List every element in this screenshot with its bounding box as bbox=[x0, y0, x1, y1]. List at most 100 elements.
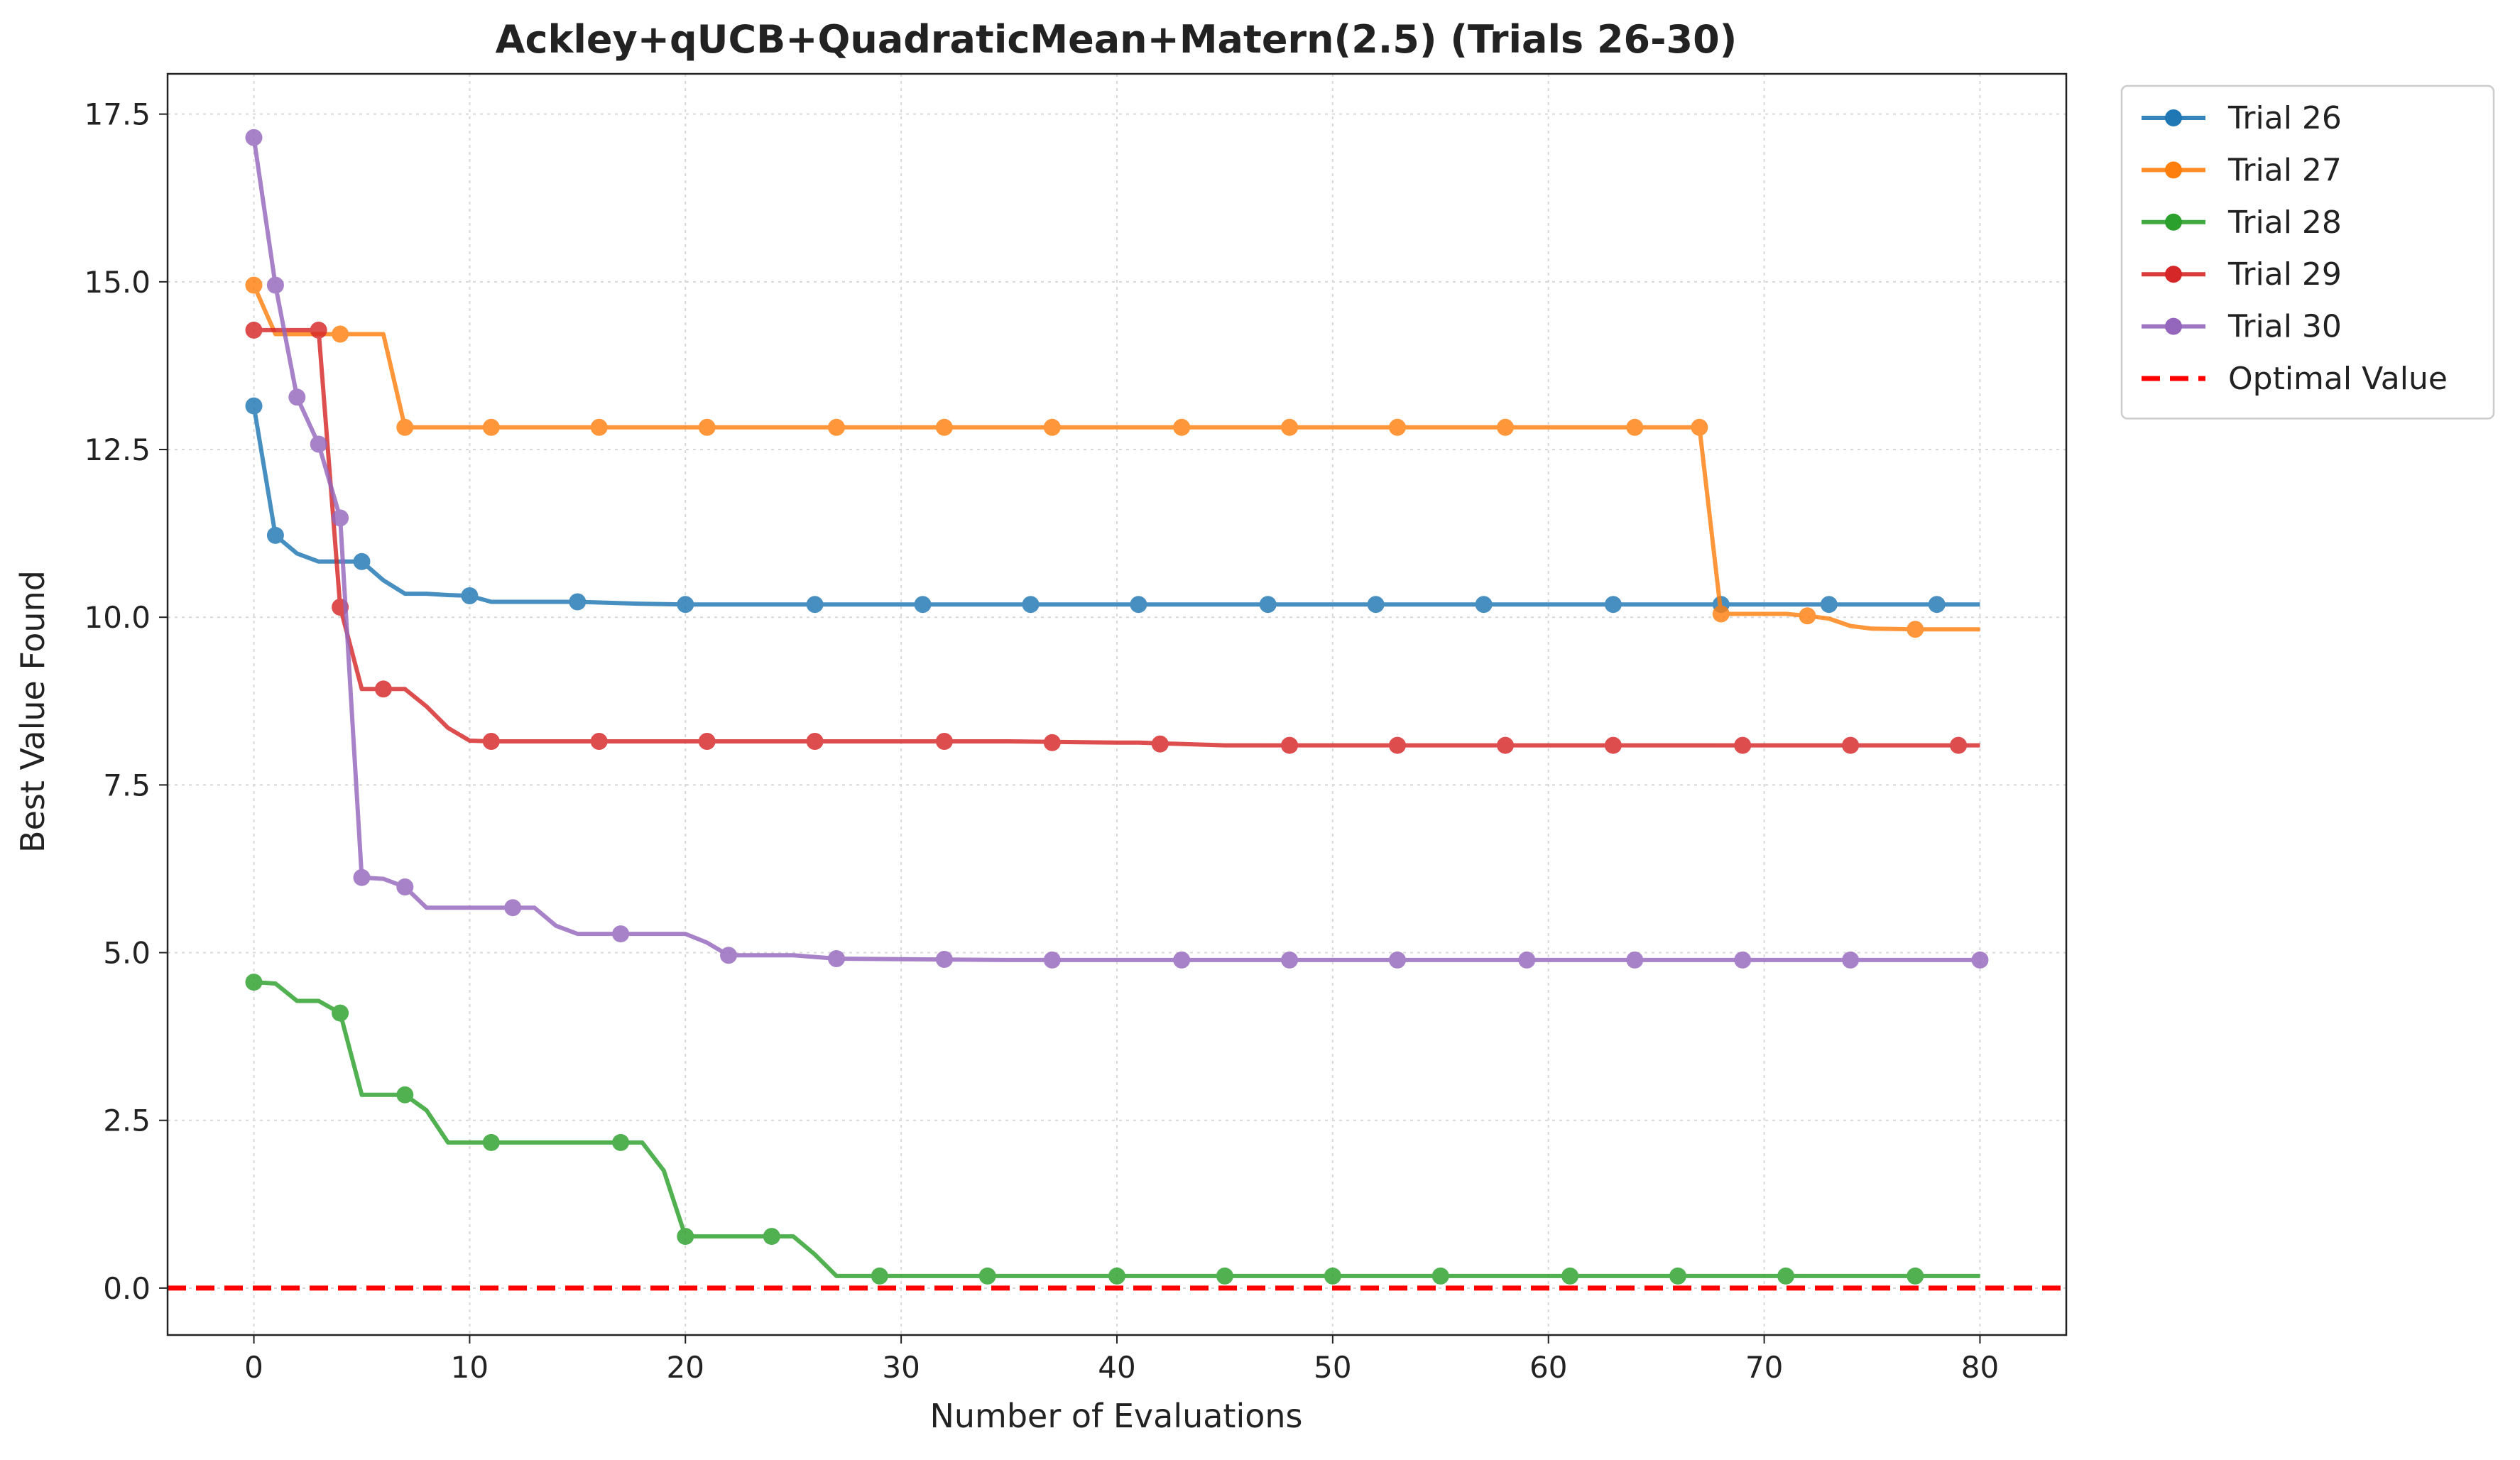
legend-item: Trial 30 bbox=[2142, 309, 2342, 345]
data-point bbox=[396, 878, 414, 895]
y-tick-label: 7.5 bbox=[103, 768, 151, 802]
data-point bbox=[914, 596, 932, 614]
x-tick-label: 70 bbox=[1745, 1350, 1783, 1385]
data-point bbox=[828, 950, 845, 967]
series-line bbox=[251, 405, 1980, 607]
x-tick-label: 80 bbox=[1961, 1350, 1999, 1385]
data-point bbox=[612, 1133, 630, 1151]
data-point bbox=[590, 733, 608, 750]
data-point bbox=[590, 418, 608, 436]
data-point bbox=[1734, 951, 1752, 969]
data-point bbox=[1842, 951, 1860, 969]
series-trial-28 bbox=[245, 974, 1980, 1285]
series-trial-27 bbox=[245, 276, 1980, 638]
plot-area bbox=[168, 74, 2066, 1335]
data-point bbox=[1626, 951, 1644, 969]
data-point bbox=[698, 733, 716, 750]
data-point bbox=[677, 1228, 694, 1246]
data-point bbox=[1518, 951, 1536, 969]
data-point bbox=[1173, 951, 1191, 969]
data-point bbox=[1431, 1267, 1449, 1285]
data-point bbox=[374, 680, 392, 698]
data-point bbox=[1043, 734, 1061, 751]
data-point bbox=[245, 321, 263, 339]
data-point bbox=[1389, 736, 1406, 754]
grid bbox=[168, 74, 2066, 1335]
data-point bbox=[871, 1267, 888, 1285]
data-point bbox=[1367, 596, 1385, 614]
series-trial-29 bbox=[245, 321, 1980, 754]
data-point bbox=[978, 1267, 996, 1285]
legend-label: Trial 27 bbox=[2227, 152, 2342, 188]
data-point bbox=[1669, 1267, 1686, 1285]
data-point bbox=[245, 974, 263, 991]
y-tick-label: 10.0 bbox=[84, 600, 151, 635]
data-point bbox=[1691, 418, 1708, 436]
data-point bbox=[461, 587, 479, 604]
data-point bbox=[245, 276, 263, 294]
x-axis-title: Number of Evaluations bbox=[929, 1397, 1302, 1435]
data-point bbox=[569, 593, 587, 611]
x-tick-label: 40 bbox=[1098, 1350, 1135, 1385]
data-point bbox=[1928, 596, 1946, 614]
data-point bbox=[1626, 418, 1644, 436]
data-point bbox=[1497, 736, 1514, 754]
data-point bbox=[935, 951, 953, 968]
data-point bbox=[720, 947, 737, 964]
legend-item-optimal-value: Optimal Value bbox=[2142, 361, 2448, 397]
data-point bbox=[504, 899, 522, 917]
legend-item: Trial 26 bbox=[2142, 100, 2342, 136]
data-point bbox=[763, 1228, 780, 1246]
data-point bbox=[288, 388, 306, 406]
data-point bbox=[310, 435, 327, 453]
data-point bbox=[1950, 736, 1968, 754]
data-point bbox=[1389, 418, 1406, 436]
data-point bbox=[806, 596, 824, 614]
legend-label: Optimal Value bbox=[2228, 361, 2448, 397]
legend-marker bbox=[2165, 109, 2182, 126]
y-tick-label: 12.5 bbox=[84, 432, 151, 467]
data-point bbox=[1043, 951, 1061, 969]
data-point bbox=[935, 733, 953, 750]
data-point bbox=[1712, 605, 1730, 623]
legend-marker bbox=[2165, 213, 2182, 231]
data-point bbox=[482, 733, 500, 750]
x-tick-label: 20 bbox=[667, 1350, 704, 1385]
y-tick-label: 0.0 bbox=[103, 1271, 151, 1306]
data-point bbox=[245, 397, 263, 415]
y-tick-label: 17.5 bbox=[84, 97, 151, 132]
data-point bbox=[1907, 1267, 1924, 1285]
legend-box bbox=[2120, 85, 2495, 420]
data-point bbox=[1108, 1267, 1125, 1285]
x-tick-label: 10 bbox=[451, 1350, 489, 1385]
x-tick-label: 0 bbox=[244, 1350, 263, 1385]
data-point bbox=[396, 418, 414, 436]
data-point bbox=[1022, 596, 1040, 614]
data-point bbox=[1604, 596, 1622, 614]
legend: Trial 26 Trial 27 Trial 28 Trial 29 Trial 30… bbox=[2120, 85, 2495, 420]
series-line bbox=[253, 327, 1980, 748]
data-point bbox=[396, 1086, 414, 1104]
data-point bbox=[1799, 607, 1816, 625]
data-point bbox=[935, 418, 953, 436]
data-point bbox=[1734, 736, 1752, 754]
chart-title: Ackley+qUCB+QuadraticMean+Matern(2.5) (T… bbox=[496, 17, 1738, 62]
data-point bbox=[1216, 1267, 1233, 1285]
legend-marker bbox=[2165, 161, 2182, 179]
legend-item: Trial 28 bbox=[2142, 205, 2342, 241]
legend-label: Trial 26 bbox=[2227, 100, 2342, 136]
x-tick-label: 30 bbox=[882, 1350, 920, 1385]
legend-marker bbox=[2165, 266, 2182, 283]
data-point bbox=[612, 925, 630, 943]
data-point bbox=[1130, 596, 1147, 614]
data-point bbox=[1971, 951, 1989, 969]
data-point bbox=[482, 418, 500, 436]
data-point bbox=[828, 418, 845, 436]
data-point bbox=[332, 509, 349, 527]
data-point bbox=[1173, 418, 1191, 436]
data-point bbox=[677, 596, 694, 614]
legend-label: Trial 30 bbox=[2227, 309, 2342, 345]
data-point bbox=[1281, 418, 1299, 436]
